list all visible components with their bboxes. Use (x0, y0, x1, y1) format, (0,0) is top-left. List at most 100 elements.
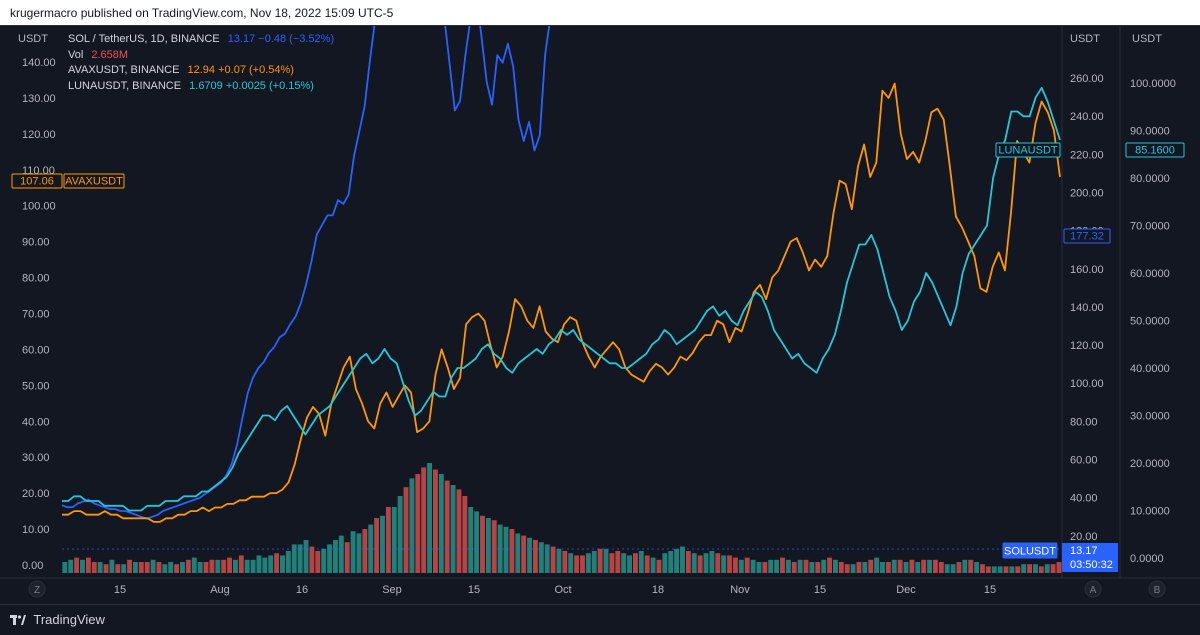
volume-bar (1015, 566, 1021, 573)
volume-bar (115, 564, 121, 573)
luna-value-badge-box (1125, 142, 1185, 158)
volume-bar (256, 555, 262, 573)
volume-bar (103, 564, 109, 573)
volume-bar (127, 559, 132, 573)
volume-bar (803, 559, 809, 573)
avax-right-value-badge-box (1063, 228, 1111, 244)
volume-bar (444, 480, 450, 573)
volume-bar (632, 553, 638, 573)
legend-row-luna[interactable]: LUNAUSDT, BINANCE 1.6709 +0.0025 (+0.15%… (68, 79, 334, 95)
volume-bar (456, 489, 462, 573)
volume-bar (403, 487, 409, 573)
legend-symbol-avax: AVAXUSDT, BINANCE (68, 64, 180, 76)
middle-axis-tick-5: 120.00 (1070, 340, 1104, 352)
price-chart[interactable]: USDT 0.00 10.00 20.00 30.00 40.00 50.00 60.00 70… (0, 26, 1200, 604)
volume-bar (338, 535, 344, 573)
left-axis-tick-2: 20.00 (22, 488, 50, 500)
volume-bar (350, 531, 356, 573)
volume-bar (385, 507, 391, 573)
left-axis-tick-3: 30.00 (22, 452, 50, 464)
volume-bar (874, 557, 880, 573)
legend-value-luna: 1.6709 (189, 79, 223, 92)
volume-bar (703, 553, 709, 573)
volume-bar (727, 555, 732, 573)
scale-toggle-button[interactable] (1148, 580, 1166, 598)
volume-bar (174, 564, 180, 573)
volume-bar (268, 555, 274, 573)
volume-bar (832, 559, 838, 573)
volume-bar (180, 562, 185, 573)
volume-bar (574, 555, 580, 573)
auto-scale-button[interactable] (1084, 580, 1102, 598)
right-axis-tick-5: 50.0000 (1130, 316, 1170, 328)
volume-bar (262, 557, 268, 573)
volume-bar (291, 544, 297, 573)
x-axis-tick-1: Aug (210, 584, 230, 596)
volume-bar (397, 496, 403, 573)
legend-row-avax[interactable]: AVAXUSDT, BINANCE 12.94 +0.07 (+0.54%) (68, 63, 334, 79)
left-axis-tick-6: 60.00 (22, 344, 50, 356)
left-axis-tick-1: 10.00 (22, 524, 50, 536)
volume-bar (438, 474, 444, 573)
volume-bar (568, 553, 574, 573)
volume-bar (627, 555, 632, 573)
volume-bar (591, 551, 597, 573)
middle-axis-tick-0: 20.00 (1070, 531, 1098, 543)
zoom-toggle-button[interactable] (28, 580, 46, 598)
volume-bar (668, 551, 674, 573)
volume-bar (515, 533, 521, 573)
volume-bar (674, 548, 680, 573)
avax-left-label-badge-box (63, 173, 125, 189)
volume-bar (380, 515, 385, 573)
left-axis-tick-0: 0.00 (22, 560, 43, 572)
volume-bar (621, 553, 627, 573)
volume-bar (927, 559, 932, 573)
tradingview-logo[interactable]: TradingView (10, 612, 105, 627)
scale-toggle-button-label: B (1154, 585, 1161, 596)
middle-axis-tick-12: 260.00 (1070, 73, 1104, 85)
legend-symbol-luna: LUNAUSDT, BINANCE (68, 79, 182, 92)
x-axis-tick-10: 15 (984, 584, 996, 596)
volume-bar (421, 467, 427, 573)
volume-bar (885, 562, 891, 573)
volume-bar (562, 551, 568, 573)
volume-bar (750, 559, 756, 573)
volume-bar (138, 562, 144, 573)
volume-bar (980, 564, 985, 573)
volume-bar (156, 562, 162, 573)
tradingview-logo-text: TradingView (33, 612, 105, 627)
volume-bar (580, 555, 585, 573)
volume-bar (303, 540, 309, 573)
volume-bar (697, 555, 703, 573)
right-axis-tick-6: 60.0000 (1130, 268, 1170, 280)
volume-bar (527, 537, 532, 573)
left-axis-tick-4: 40.00 (22, 416, 50, 428)
volume-bar (921, 559, 927, 573)
series-line-1 (62, 82, 1061, 523)
legend-row-vol[interactable]: Vol 2.658M (68, 48, 334, 64)
right-axis-title: USDT (1132, 33, 1162, 45)
volume-bar (144, 562, 150, 573)
right-axis-tick-2: 20.0000 (1130, 458, 1170, 470)
legend-symbol-sol: SOL / TetherUS, 1D, BINANCE (68, 33, 220, 45)
volume-bar (462, 496, 468, 573)
volume-bar (997, 566, 1003, 573)
volume-bar (374, 518, 380, 573)
volume-bar (821, 559, 827, 573)
legend-row-sol[interactable]: SOL / TetherUS, 1D, BINANCE 13.17 −0.48 … (68, 32, 334, 48)
left-axis-tick-5: 50.00 (22, 380, 50, 392)
volume-bar (532, 540, 538, 573)
left-axis-tick-12: 120.00 (22, 129, 56, 141)
left-axis-tick-8: 80.00 (22, 273, 50, 285)
volume-bar (232, 559, 238, 573)
volume-bar (432, 469, 438, 573)
volume-bar (244, 559, 250, 573)
series-line-2 (62, 86, 1061, 512)
x-axis-tick-8: 15 (814, 584, 826, 596)
left-axis-tick-9: 90.00 (22, 237, 50, 249)
volume-bar (109, 559, 115, 573)
volume-bar (274, 553, 280, 573)
x-axis-tick-2: 16 (296, 584, 308, 596)
legend-change-luna: +0.0025 (+0.15%) (225, 79, 314, 92)
avax-left-value-badge-box (11, 173, 63, 189)
